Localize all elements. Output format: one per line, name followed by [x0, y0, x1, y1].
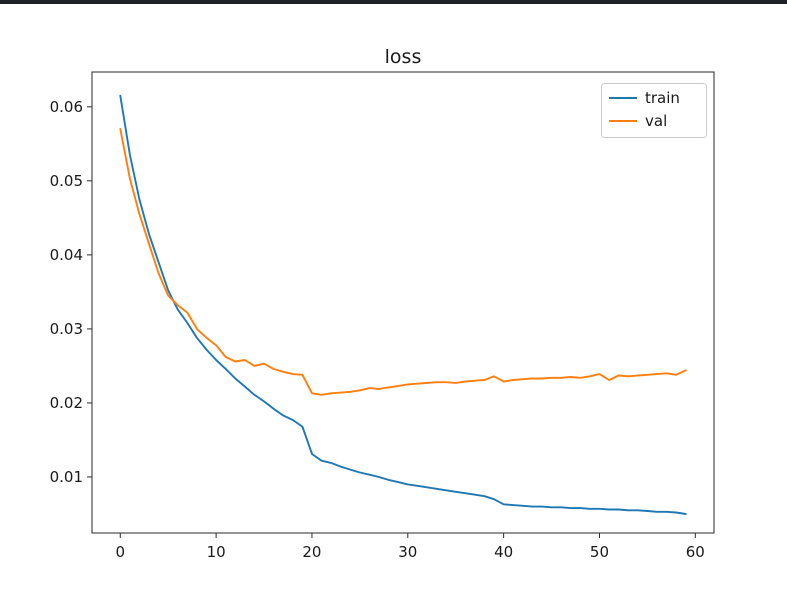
x-tick-label: 10: [207, 543, 226, 561]
chart-title: loss: [384, 46, 422, 68]
axes-frame: [91, 71, 715, 534]
loss-plot: 0 10 20 30 40 50 60 0.01 0.02 0.03 0.04 0.05 0.06 tra…: [50, 71, 715, 561]
legend-box: [601, 83, 707, 138]
legend: train val: [601, 83, 707, 138]
figure-canvas: 0 10 20 30 40 50 60 0.01 0.02 0.03 0.04 0.05 0.06 tra…: [0, 4, 787, 599]
x-tick-label: 40: [494, 543, 513, 561]
x-tick-label: 20: [302, 543, 321, 561]
legend-train-label: train: [645, 89, 680, 107]
window-top-bar: [0, 0, 787, 4]
x-tick-label: 0: [115, 543, 125, 561]
y-tick-label: 0.04: [50, 246, 83, 264]
y-tick-label: 0.05: [50, 172, 83, 190]
x-tick-label: 30: [398, 543, 417, 561]
legend-val-label: val: [645, 112, 667, 130]
y-tick-label: 0.03: [50, 320, 83, 338]
x-tick-label: 50: [590, 543, 609, 561]
y-tick-label: 0.01: [50, 468, 83, 486]
x-tick-label: 60: [686, 543, 705, 561]
y-tick-label: 0.02: [50, 394, 83, 412]
val-line: [119, 128, 687, 396]
y-tick-label: 0.06: [50, 98, 83, 116]
train-line: [119, 94, 687, 515]
